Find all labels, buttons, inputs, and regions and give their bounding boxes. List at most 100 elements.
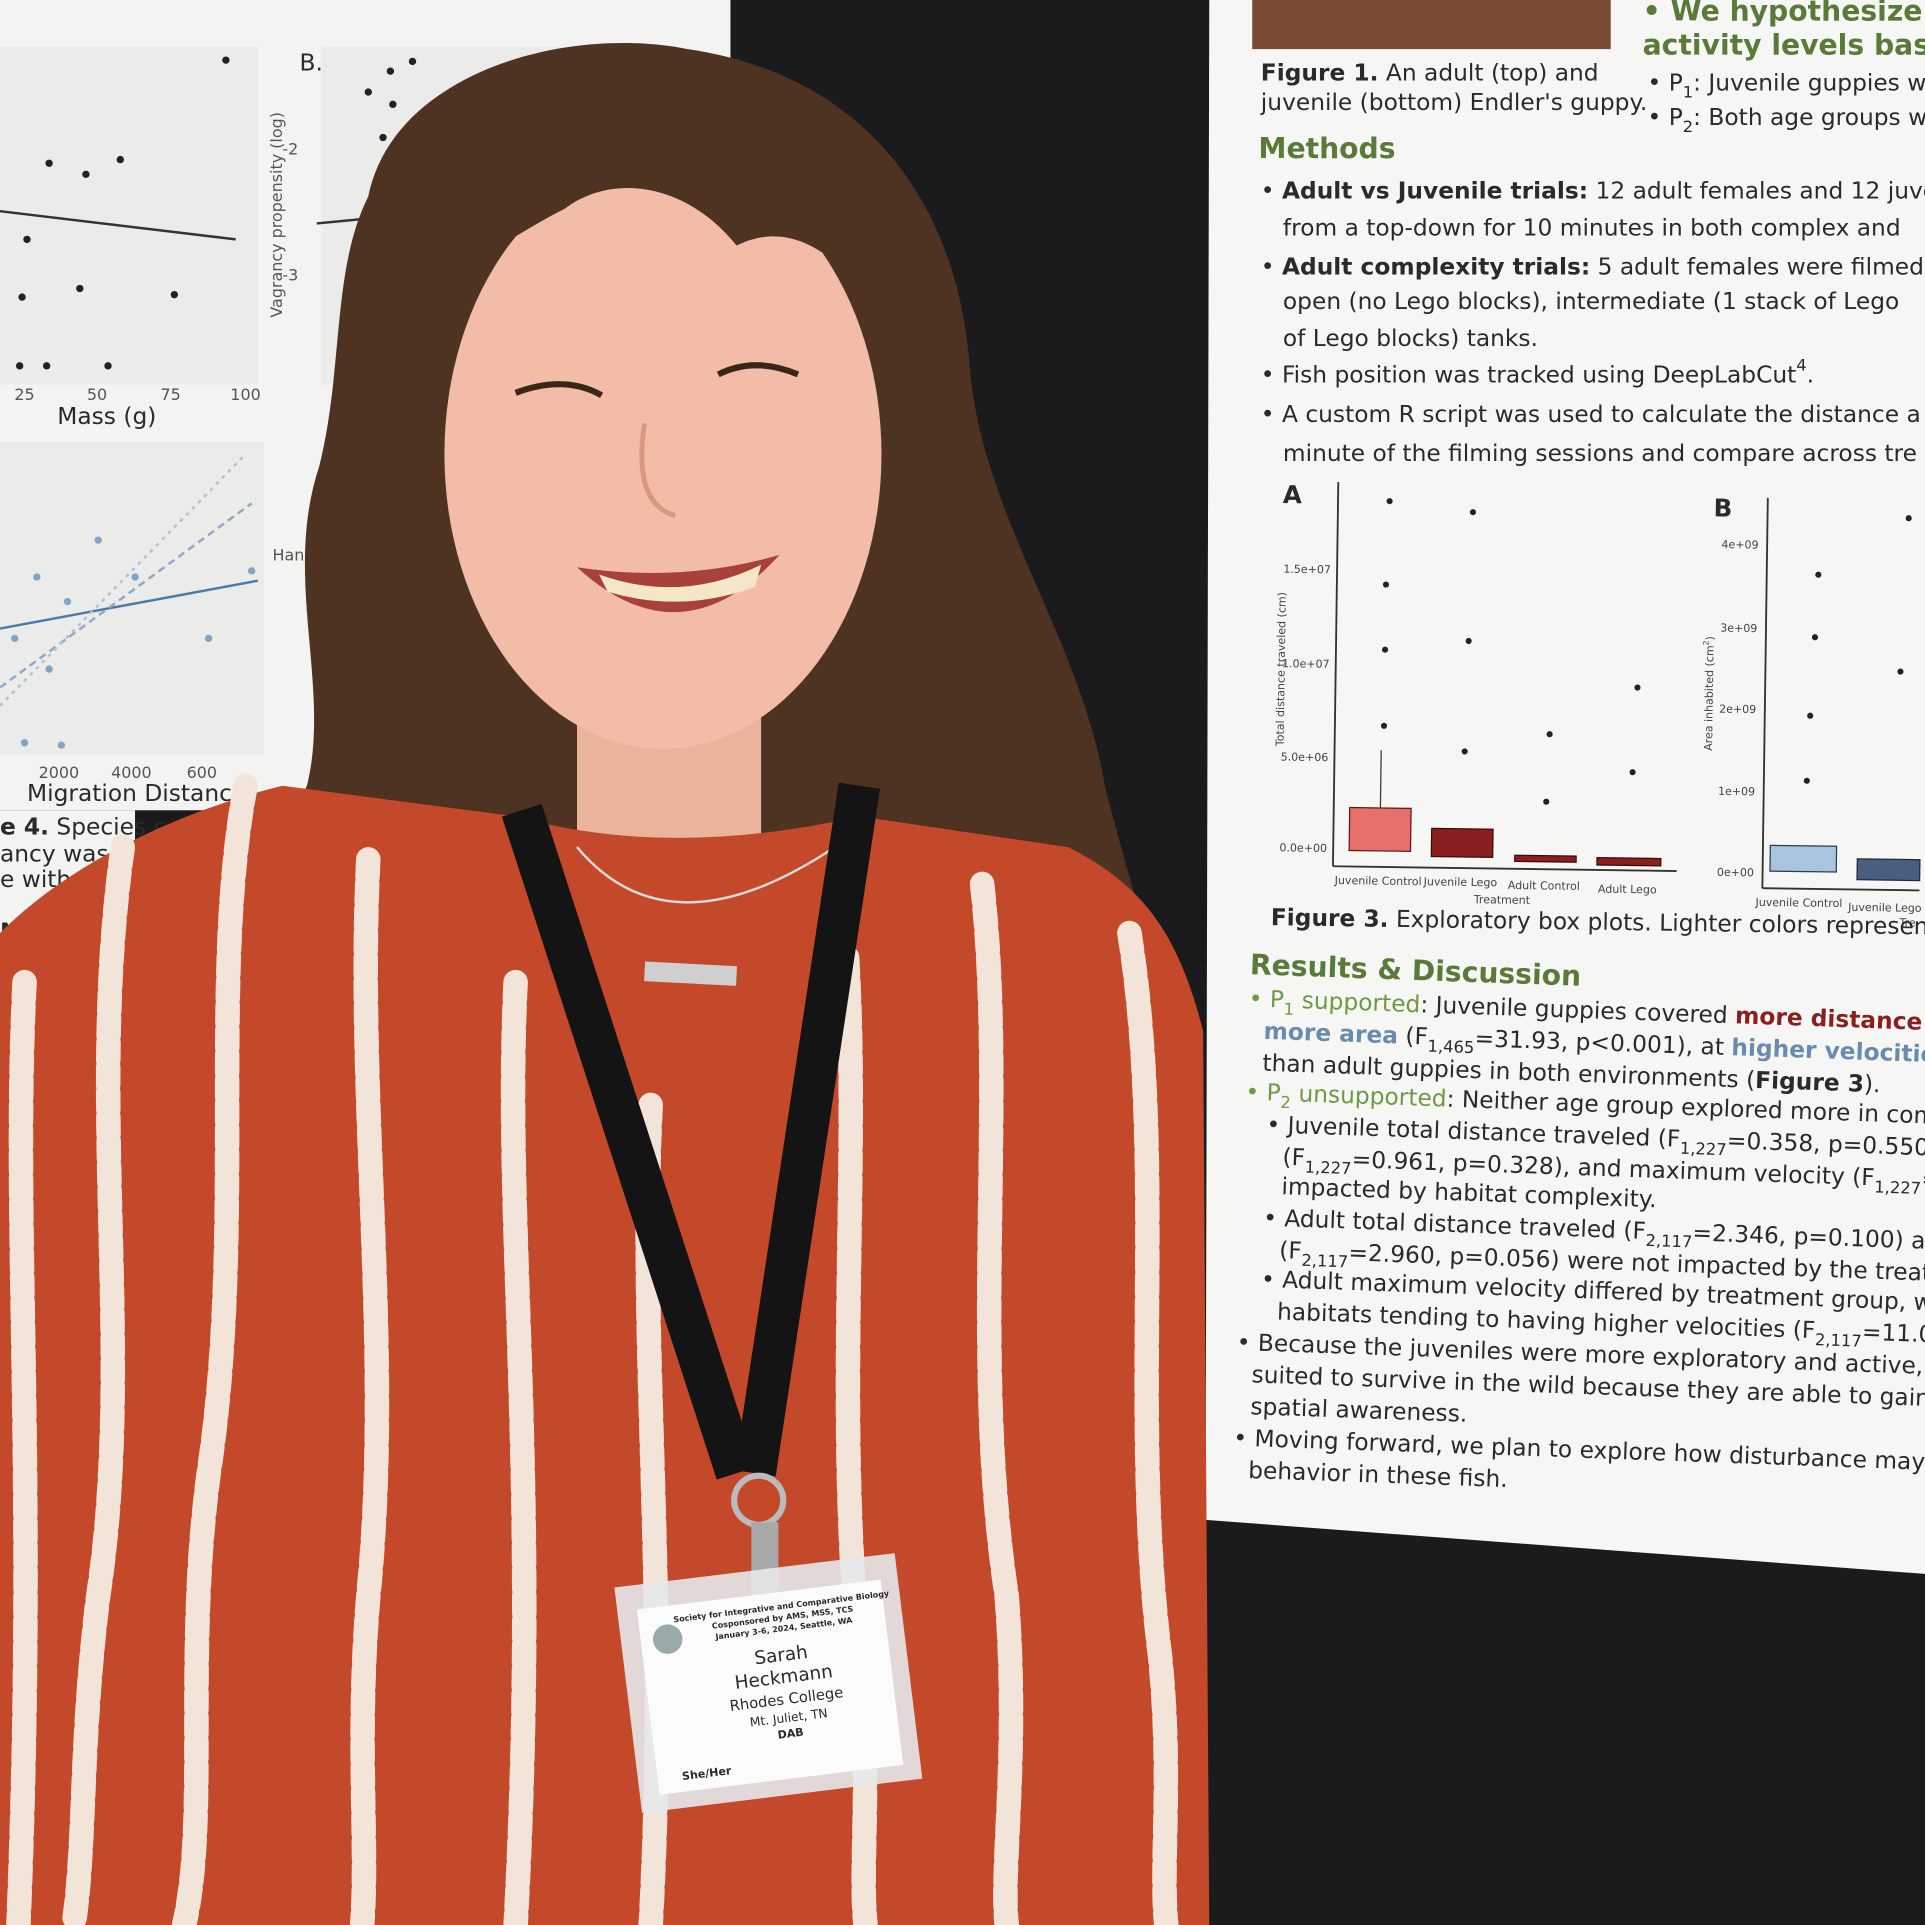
box [1596, 857, 1662, 867]
text-segment: 1,465 [1427, 1037, 1474, 1058]
text-segment: 1 [1683, 82, 1693, 101]
dot [63, 597, 72, 606]
dot [42, 362, 51, 370]
stripe [834, 945, 878, 1925]
dot [1905, 515, 1912, 522]
dot [1815, 571, 1822, 578]
text-segment: 4 [1796, 356, 1806, 375]
category-label: Juvenile Lego [1423, 875, 1498, 889]
caption-line: e 4. Species c [0, 813, 166, 840]
dot [247, 567, 256, 575]
dot [1380, 722, 1388, 729]
text-segment: ) [1704, 636, 1717, 640]
panel-label: B. [300, 49, 323, 76]
dot [23, 235, 31, 244]
text-segment: • P [1245, 1078, 1281, 1106]
trend-line [0, 579, 259, 630]
tick-label: 75 [161, 385, 181, 404]
text-segment: juvenile (bottom) Endler's guppy. [1260, 89, 1648, 116]
text-segment: Adult complexity trials: [1282, 253, 1590, 280]
dot [1811, 634, 1819, 641]
text-segment: 1,227 [1304, 1158, 1351, 1179]
dot [104, 362, 112, 370]
lanyard [734, 782, 881, 1477]
text-segment: =0 [1921, 1166, 1925, 1194]
text-segment: (F [1279, 1236, 1302, 1264]
face [444, 159, 882, 749]
legend-title: Han [273, 546, 305, 565]
dot [1465, 637, 1472, 645]
text-segment: Figure 3. [1271, 904, 1389, 933]
dot [408, 57, 417, 66]
text-segment: supported [1294, 986, 1421, 1017]
methods-line: • Adult complexity trials: 5 adult femal… [1261, 253, 1924, 280]
text-segment: 2,117 [1301, 1251, 1348, 1272]
text-segment: from a top-down for 10 minutes in both c… [1283, 214, 1901, 241]
text-segment: 1,227 [1874, 1177, 1921, 1198]
results-line: more area (F1,465=31.93, p<0.001), at hi… [1263, 1017, 1925, 1075]
text-segment: (F [1282, 1143, 1305, 1171]
stripe [171, 773, 258, 1925]
text-segment: Area inhabited (cm [1702, 645, 1716, 751]
category-label: Juvenile Control [1754, 896, 1842, 910]
poster-sheet [1205, 0, 1925, 1574]
eye [514, 381, 604, 399]
text-segment: 2 [1701, 640, 1710, 645]
tick-label: 4e+09 [1721, 538, 1758, 552]
eye [716, 362, 800, 378]
text-segment: 2,117 [1645, 1231, 1692, 1252]
dot [389, 100, 397, 109]
right-poster: • We hypothesize that g activity levels … [1205, 0, 1925, 1574]
methods-line: open (no Lego blocks), intermediate (1 s… [1283, 288, 1899, 315]
dot [1469, 509, 1477, 516]
tick-label: 0.0e+00 [1279, 841, 1327, 855]
trend-line [0, 453, 247, 707]
dot [1461, 748, 1468, 755]
text-segment: • [1261, 177, 1282, 204]
axis-title: Migration Distanc [27, 780, 232, 807]
text-segment: ). [1864, 1070, 1881, 1098]
methods-line: minute of the filming sessions and compa… [1283, 440, 1917, 467]
stripe [1117, 920, 1179, 1925]
text-segment: 12 adult females and 12 juve [1588, 177, 1925, 204]
tick-label: 1.5e+07 [1283, 563, 1331, 577]
panel-label: A [1283, 480, 1302, 509]
tick-label: -2 [282, 139, 298, 158]
logo [652, 1624, 683, 1654]
text-segment: of Lego blocks) tanks. [1283, 324, 1538, 351]
trend-line [0, 209, 236, 241]
dot [1897, 668, 1904, 675]
dot [1634, 684, 1641, 691]
whisker [1379, 750, 1382, 808]
dot [386, 67, 395, 75]
text-segment: unsupported [1291, 1080, 1447, 1112]
dot [1543, 798, 1550, 805]
text-segment: open (no Lego blocks), intermediate (1 s… [1283, 288, 1899, 315]
figure-caption: juvenile (bottom) Endler's guppy. [1260, 89, 1648, 116]
methods-line: of Lego blocks) tanks. [1283, 324, 1538, 351]
panel-label: B [1713, 493, 1732, 522]
text-segment: • Fish position was tracked using DeepLa… [1261, 361, 1796, 388]
badge: Society for Integrative and Comparative … [614, 1553, 923, 1813]
text-segment: 1 [1283, 1000, 1294, 1019]
axis-title: Mass (g) [57, 403, 156, 430]
dot [45, 665, 53, 673]
dot [33, 573, 41, 581]
text-segment: Figure 1. [1261, 59, 1379, 86]
methods-line: • Fish position was tracked using DeepLa… [1261, 356, 1814, 389]
axis-title: Total distance traveled (cm) [1274, 592, 1289, 747]
dot [15, 362, 24, 370]
dot [379, 133, 387, 142]
text-segment: • P [1248, 985, 1284, 1013]
category-label: Adult Lego [1598, 883, 1657, 897]
text-segment: 1,227 [1680, 1139, 1727, 1160]
tick-label: 2e+09 [1719, 703, 1756, 717]
tick-label: 0e+00 [1717, 866, 1754, 880]
lanyard [501, 803, 757, 1480]
dot [1807, 712, 1814, 719]
outliers [1803, 515, 1912, 784]
dot [364, 88, 372, 96]
